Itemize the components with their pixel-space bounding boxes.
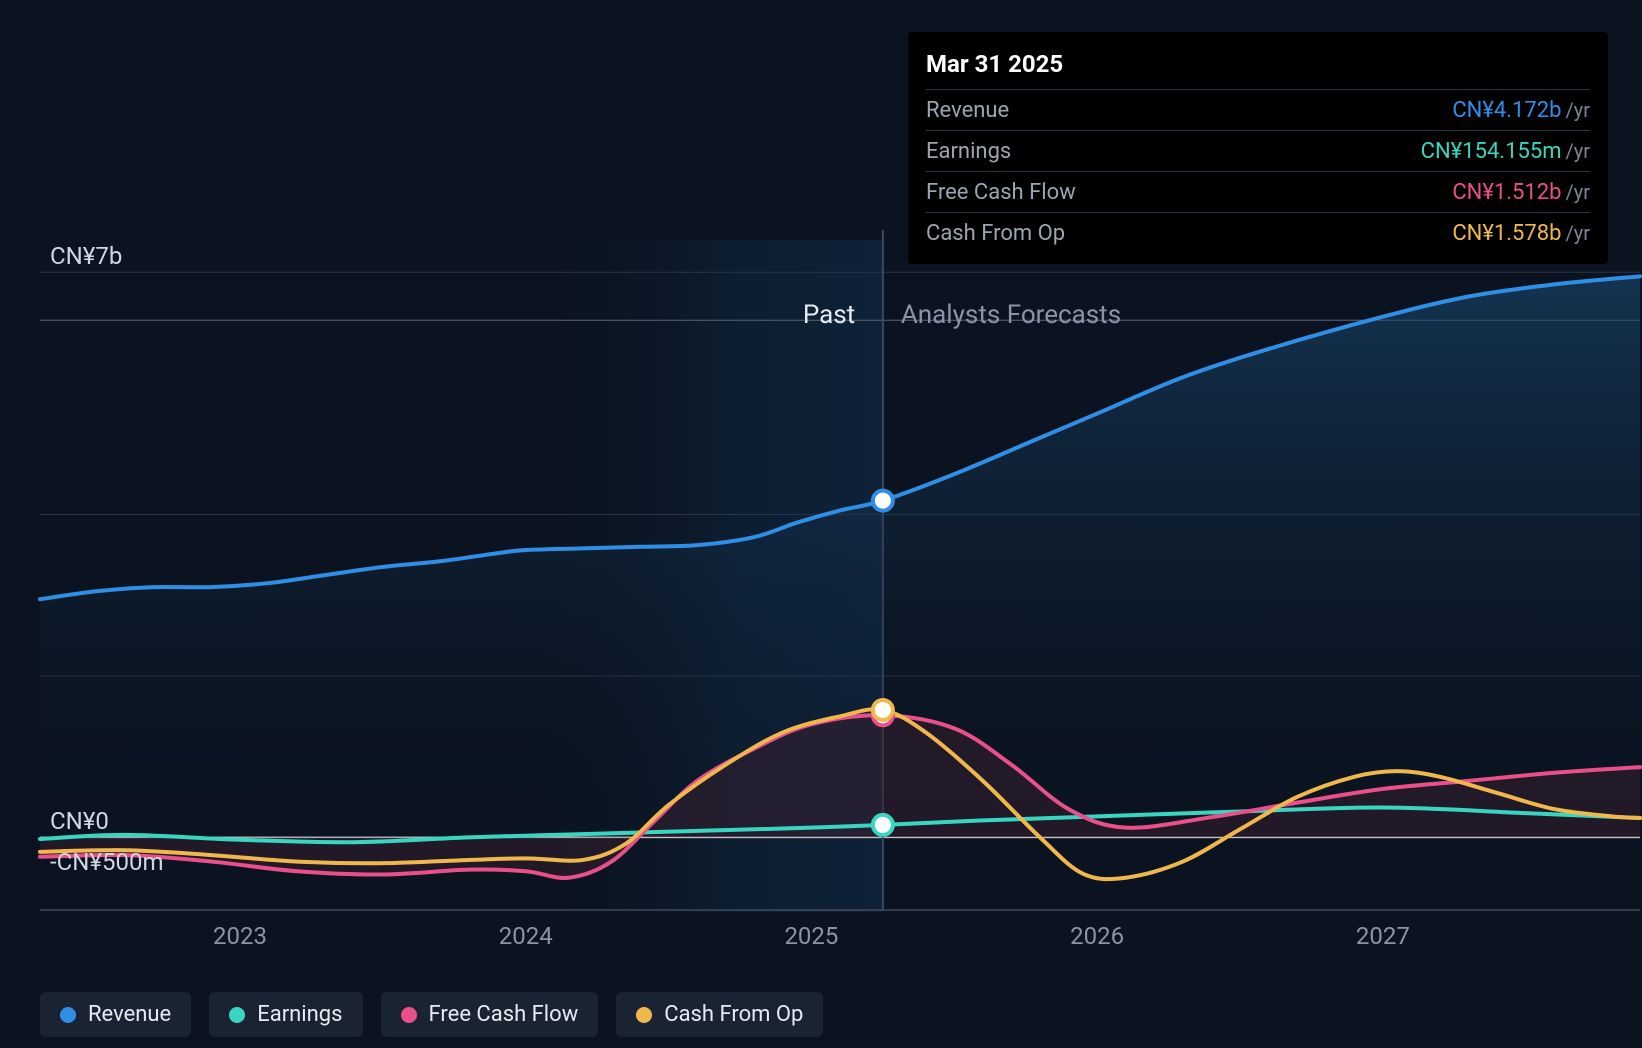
x-tick-label: 2023	[213, 922, 267, 950]
tooltip-unit: /yr	[1566, 98, 1591, 122]
x-tick-label: 2027	[1356, 922, 1410, 950]
tooltip-date: Mar 31 2025	[926, 46, 1590, 89]
y-tick-label: -CN¥500m	[50, 848, 164, 876]
legend-label: Cash From Op	[664, 1002, 803, 1027]
tooltip-label: Cash From Op	[926, 217, 1065, 251]
chart-tooltip: Mar 31 2025 Revenue CN¥4.172b/yr Earning…	[908, 32, 1608, 264]
tooltip-unit: /yr	[1566, 221, 1591, 245]
financial-chart: CN¥7b CN¥0 -CN¥500m 2023 2024 2025 2026 …	[0, 0, 1642, 1048]
legend-item-revenue[interactable]: Revenue	[40, 992, 191, 1037]
tooltip-row-revenue: Revenue CN¥4.172b/yr	[926, 89, 1590, 130]
tooltip-value: CN¥1.512b	[1452, 180, 1561, 205]
x-tick-label: 2025	[784, 922, 838, 950]
chart-legend: Revenue Earnings Free Cash Flow Cash Fro…	[40, 992, 823, 1037]
legend-swatch	[636, 1007, 652, 1023]
legend-item-cfo[interactable]: Cash From Op	[616, 992, 823, 1037]
tooltip-row-fcf: Free Cash Flow CN¥1.512b/yr	[926, 171, 1590, 212]
tooltip-value: CN¥154.155m	[1421, 139, 1562, 164]
legend-item-fcf[interactable]: Free Cash Flow	[381, 992, 599, 1037]
y-tick-label: CN¥7b	[50, 242, 122, 270]
tooltip-label: Free Cash Flow	[926, 176, 1076, 210]
legend-label: Earnings	[257, 1002, 342, 1027]
y-tick-label: CN¥0	[50, 807, 109, 835]
tooltip-value: CN¥4.172b	[1452, 98, 1561, 123]
tooltip-label: Revenue	[926, 94, 1009, 128]
tooltip-row-cfo: Cash From Op CN¥1.578b/yr	[926, 212, 1590, 253]
legend-swatch	[229, 1007, 245, 1023]
tooltip-value: CN¥1.578b	[1452, 221, 1561, 246]
legend-label: Free Cash Flow	[429, 1002, 579, 1027]
legend-swatch	[60, 1007, 76, 1023]
tooltip-row-earnings: Earnings CN¥154.155m/yr	[926, 130, 1590, 171]
legend-item-earnings[interactable]: Earnings	[209, 992, 362, 1037]
past-region-label: Past	[803, 300, 855, 330]
legend-swatch	[401, 1007, 417, 1023]
tooltip-unit: /yr	[1566, 139, 1591, 163]
tooltip-unit: /yr	[1566, 180, 1591, 204]
x-tick-label: 2024	[499, 922, 553, 950]
tooltip-label: Earnings	[926, 135, 1011, 169]
forecast-region-label: Analysts Forecasts	[901, 300, 1121, 330]
legend-label: Revenue	[88, 1002, 171, 1027]
x-tick-label: 2026	[1070, 922, 1124, 950]
